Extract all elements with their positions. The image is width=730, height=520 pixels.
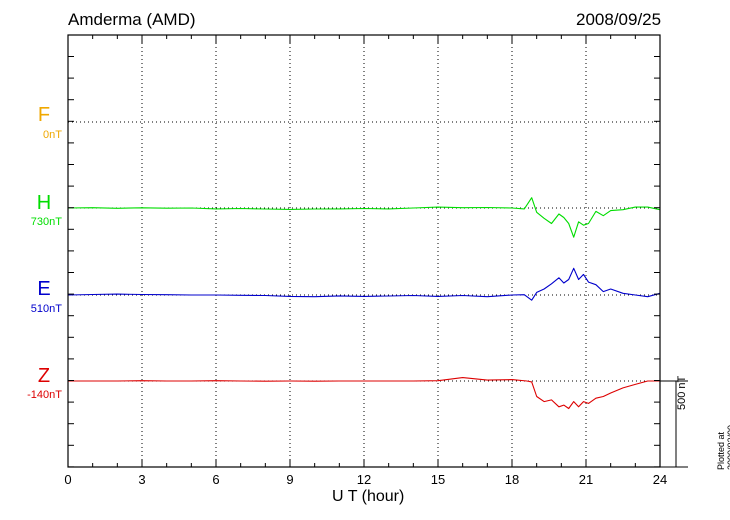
baseline-label-e: 510nT	[30, 303, 62, 315]
date-title: 2008/09/25	[576, 10, 662, 29]
x-tick-label: 15	[430, 472, 446, 487]
x-tick-label: 18	[504, 472, 520, 487]
x-tick-label: 9	[286, 472, 294, 487]
x-tick-label: 6	[212, 472, 220, 487]
x-tick-label: 12	[356, 472, 372, 487]
x-tick-label: 3	[138, 472, 146, 487]
x-tick-label: 24	[652, 472, 668, 487]
trace-h	[67, 197, 661, 238]
x-tick-label: 0	[64, 472, 72, 487]
station-title: Amderma (AMD)	[68, 10, 196, 29]
baseline-label-f: 0nT	[43, 129, 62, 141]
trace-layer	[67, 197, 661, 410]
scale-bar	[660, 380, 688, 468]
component-label-z: Z	[37, 365, 51, 387]
tick-layer	[67, 35, 661, 468]
scale-bar-label: 500 nT	[676, 375, 688, 410]
baseline-label-z: -140nT	[27, 389, 62, 401]
grid-layer	[68, 35, 660, 467]
x-tick-label: 21	[578, 472, 594, 487]
component-label-h: H	[36, 192, 52, 214]
component-label-e: E	[37, 278, 51, 300]
trace-e	[67, 267, 661, 301]
baseline-label-h: 730nT	[30, 216, 62, 228]
component-label-f: F	[37, 104, 51, 126]
plotted-timestamp: Plotted at 2009/03/09 18:16 UT	[716, 424, 730, 470]
x-axis-label: U T (hour)	[332, 488, 405, 505]
trace-z	[68, 377, 660, 410]
